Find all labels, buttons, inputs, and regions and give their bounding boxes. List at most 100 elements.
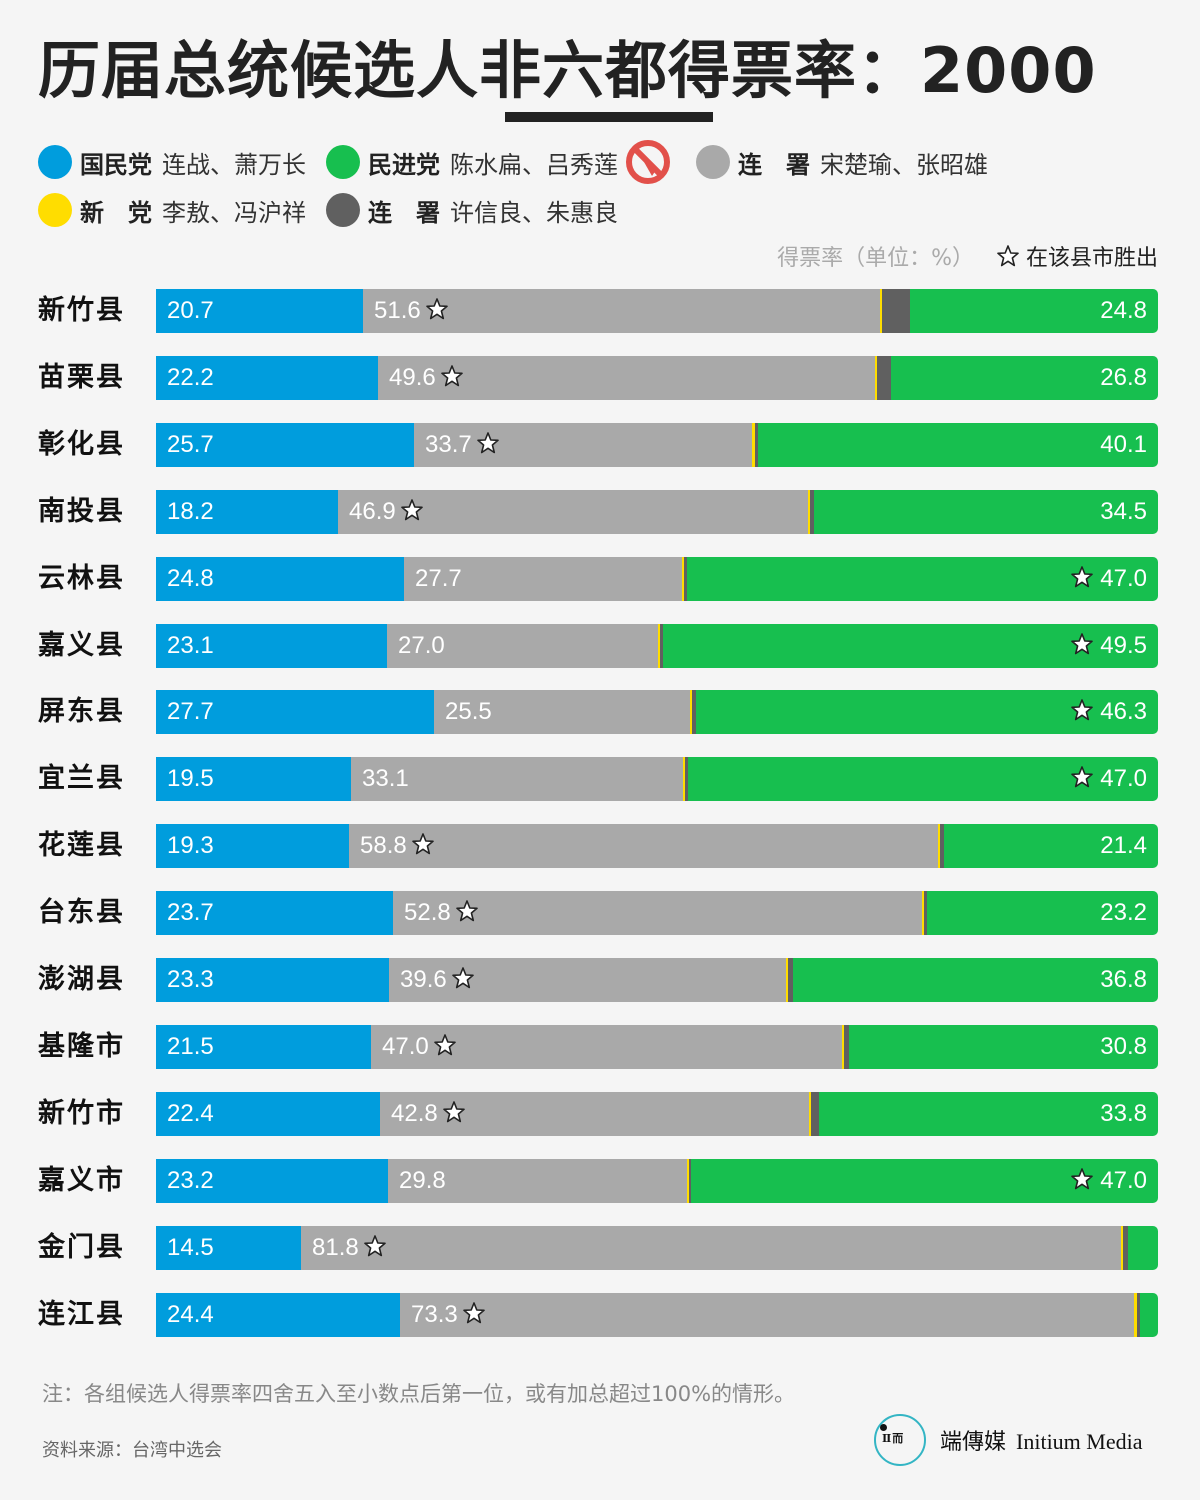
new-party-segment — [658, 623, 660, 668]
kmt-segment: 14.5 — [156, 1225, 301, 1270]
dpp-segment: 47.0 — [688, 757, 1158, 802]
kmt-segment: 23.7 — [156, 891, 393, 936]
dpp-value: 23.2 — [1100, 899, 1147, 927]
hsu-segment — [1123, 1225, 1128, 1270]
new-party-segment — [786, 958, 788, 1002]
soong-segment: 29.8 — [388, 1158, 687, 1203]
hsu-segment — [1137, 1292, 1140, 1337]
soong-value: 52.8 — [404, 891, 479, 935]
dpp-value: 46.3 — [1070, 690, 1147, 734]
star-icon — [400, 498, 423, 520]
soong-segment: 58.8 — [349, 824, 938, 869]
stacked-bar: 20.7 51.6 24.8 — [156, 289, 1158, 333]
legend-item-new-party: 新 党 李敖、冯沪祥 — [38, 193, 306, 228]
stacked-bar: 18.2 46.9 34.5 — [156, 489, 1158, 534]
soong-value: 49.6 — [389, 356, 464, 400]
kmt-segment: 23.3 — [156, 958, 389, 1002]
hsu-segment — [660, 623, 663, 668]
soong-value: 27.0 — [398, 631, 445, 659]
dpp-segment: 47.0 — [691, 1158, 1158, 1203]
kmt-segment: 20.7 — [156, 289, 363, 333]
stacked-bar: 23.7 52.8 23.2 — [156, 891, 1158, 936]
kmt-value: 21.5 — [167, 1032, 214, 1060]
dpp-segment: 23.2 — [927, 891, 1158, 936]
star-icon — [476, 431, 499, 454]
legend-party: 连 署 — [738, 150, 810, 179]
new-party-segment — [842, 1024, 844, 1069]
county-label: 彰化县 — [38, 428, 125, 460]
unit-line: 得票率（单位：%） 在该县市胜出 — [777, 240, 1158, 272]
legend-party: 新 党 — [80, 198, 152, 227]
legend-party: 连 署 — [368, 198, 440, 227]
new-party-segment — [922, 891, 924, 936]
legend-candidates: 连战、萧万长 — [162, 150, 306, 179]
new-party-segment — [1134, 1292, 1137, 1337]
dpp-segment: 24.8 — [910, 289, 1158, 333]
soong-value: 33.7 — [425, 423, 500, 467]
county-label: 基隆市 — [38, 1030, 125, 1062]
soong-segment: 49.6 — [378, 355, 875, 400]
soong-value: 46.9 — [349, 490, 424, 534]
chart-row: 云林县 24.8 27.7 47.0 — [0, 556, 1200, 601]
soong-segment: 33.1 — [351, 757, 683, 802]
dpp-segment: 47.0 — [687, 556, 1158, 601]
soong-value: 39.6 — [400, 958, 475, 1002]
soong-value: 27.7 — [415, 564, 462, 592]
dpp-value: 33.8 — [1100, 1099, 1147, 1127]
star-icon — [462, 1301, 485, 1323]
star-icon — [425, 298, 448, 320]
hsu-segment — [788, 958, 793, 1002]
stacked-bar: 25.7 33.7 40.1 — [156, 422, 1158, 467]
kmt-value: 23.7 — [167, 899, 214, 927]
title-suffix: 得票率：2000 — [668, 34, 1097, 107]
star-icon — [442, 1100, 465, 1123]
county-label: 新竹市 — [38, 1097, 125, 1129]
dpp-segment: 30.8 — [849, 1024, 1158, 1069]
soong-segment: 47.0 — [371, 1024, 842, 1069]
kmt-value: 22.2 — [167, 363, 214, 391]
soong-value: 25.5 — [445, 698, 492, 726]
dpp-segment: 49.5 — [663, 623, 1158, 668]
new-party-segment — [880, 289, 882, 333]
county-label: 嘉义市 — [38, 1164, 125, 1196]
dpp-segment: 21.4 — [944, 824, 1158, 869]
stacked-bar: 22.2 49.6 26.8 — [156, 355, 1158, 400]
stacked-bar: 23.1 27.0 49.5 — [156, 623, 1158, 668]
kmt-segment: 21.5 — [156, 1024, 371, 1069]
stacked-bar: 23.2 29.8 47.0 — [156, 1158, 1158, 1203]
star-icon — [1071, 565, 1094, 587]
county-label: 宜兰县 — [38, 763, 125, 795]
chart-row: 花莲县 19.3 58.8 21.4 — [0, 824, 1200, 869]
dpp-segment: 36.8 — [793, 958, 1158, 1002]
kmt-value: 27.7 — [167, 698, 214, 726]
county-label: 连江县 — [38, 1298, 125, 1330]
soong-segment: 46.9 — [338, 489, 808, 534]
kmt-value: 22.4 — [167, 1099, 214, 1127]
new-party-segment — [752, 422, 755, 467]
chart-row: 金门县 14.5 81.8 — [0, 1225, 1200, 1270]
unit-label: 得票率（单位：%） — [777, 246, 974, 271]
new-party-segment — [683, 757, 685, 802]
star-icon — [440, 365, 463, 387]
soong-segment: 52.8 — [393, 891, 922, 936]
chart-row: 澎湖县 23.3 39.6 36.8 — [0, 958, 1200, 1002]
page-title: 历届总统候选人非六都得票率：2000 — [38, 28, 1097, 114]
soong-segment: 81.8 — [301, 1225, 1121, 1270]
stacked-bar: 19.3 58.8 21.4 — [156, 824, 1158, 869]
legend-item-soong: 连 署 宋楚瑜、张昭雄 — [696, 145, 988, 180]
county-label: 台东县 — [38, 897, 125, 929]
hsu-segment — [810, 489, 814, 534]
stacked-bar: 24.4 73.3 — [156, 1292, 1158, 1337]
kmt-value: 19.5 — [167, 765, 214, 793]
hsu-segment — [811, 1091, 819, 1136]
chart-row: 台东县 23.7 52.8 23.2 — [0, 891, 1200, 936]
legend-candidates: 宋楚瑜、张昭雄 — [820, 150, 988, 179]
dpp-segment: 46.3 — [696, 690, 1158, 735]
new-party-segment — [808, 489, 810, 534]
star-icon — [411, 833, 434, 855]
county-label: 新竹县 — [38, 295, 125, 326]
kmt-value: 23.3 — [167, 966, 214, 993]
new-party-segment — [690, 690, 692, 735]
soong-value: 58.8 — [360, 824, 435, 868]
kmt-color-dot-icon — [38, 145, 72, 179]
